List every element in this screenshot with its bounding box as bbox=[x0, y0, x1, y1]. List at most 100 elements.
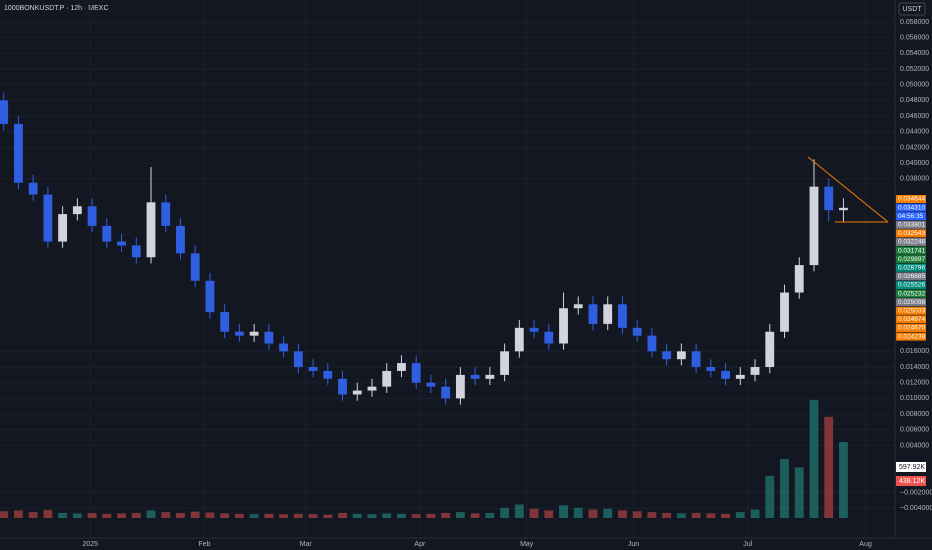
candle-body bbox=[573, 304, 583, 309]
x-tick-label: Mar bbox=[300, 541, 313, 548]
candle-body bbox=[500, 351, 510, 375]
candle-body bbox=[411, 363, 421, 383]
candle-body bbox=[323, 370, 333, 379]
y-tick-label: 0.050000 bbox=[900, 82, 929, 89]
price-label-box bbox=[896, 263, 926, 272]
y-tick-label: 0.048000 bbox=[900, 97, 929, 104]
candle-body bbox=[765, 331, 775, 368]
volume-bar bbox=[721, 513, 730, 518]
price-label: 0.026885 bbox=[898, 273, 925, 280]
candle-body bbox=[662, 351, 672, 360]
volume-bar bbox=[58, 512, 68, 518]
volume-bar bbox=[131, 512, 141, 518]
y-tick-label: 0.014000 bbox=[900, 364, 929, 371]
plot bbox=[0, 92, 848, 518]
volume-bar bbox=[117, 513, 126, 518]
candle-body bbox=[279, 343, 289, 352]
price-label-box bbox=[896, 272, 926, 281]
triangle-line bbox=[807, 156, 889, 223]
y-tick-label: 0.016000 bbox=[900, 348, 929, 355]
volume-bar bbox=[190, 511, 200, 518]
candle-body bbox=[234, 331, 244, 336]
volume-bar bbox=[308, 514, 318, 518]
x-tick-label: May bbox=[520, 541, 534, 548]
candle-body bbox=[308, 367, 318, 371]
y-tick-label: 0.056000 bbox=[900, 34, 929, 41]
candle-body bbox=[43, 194, 53, 242]
volume-bar bbox=[411, 514, 421, 518]
candle-body bbox=[382, 370, 392, 387]
candle-body bbox=[794, 265, 804, 293]
price-label-box bbox=[896, 298, 926, 307]
candle-body bbox=[603, 304, 613, 324]
candle-body bbox=[691, 351, 701, 368]
volume-bar bbox=[264, 513, 274, 518]
currency-box[interactable] bbox=[898, 2, 926, 16]
price-label-box bbox=[896, 238, 926, 246]
volume-bar bbox=[809, 399, 819, 518]
volume-bar bbox=[279, 514, 289, 518]
price-label-box bbox=[896, 315, 926, 324]
price-label: 0.025033 bbox=[898, 308, 925, 315]
price-label: 0.031741 bbox=[898, 247, 925, 254]
price-label: 0.034644 bbox=[898, 196, 925, 203]
candle-body bbox=[264, 331, 274, 344]
candle-body bbox=[647, 335, 657, 352]
volume-label-box bbox=[896, 462, 926, 472]
price-label-box bbox=[896, 203, 926, 212]
y-tick-label: 0.054000 bbox=[900, 50, 929, 57]
price-label: 0.024239 bbox=[898, 333, 925, 340]
candle-body bbox=[72, 206, 82, 215]
candle-body bbox=[632, 327, 642, 336]
candle-body bbox=[809, 186, 819, 266]
volume-bar bbox=[72, 513, 82, 518]
price-label-box bbox=[896, 229, 926, 238]
volume-bar bbox=[455, 512, 465, 518]
y-tick-label: 0.004000 bbox=[900, 442, 929, 449]
price-label: 0.032248 bbox=[898, 239, 925, 246]
candle-body bbox=[161, 202, 171, 226]
volume-bar bbox=[824, 416, 834, 518]
volume-bar bbox=[161, 512, 171, 518]
price-label: 0.029897 bbox=[898, 256, 925, 263]
volume-bar bbox=[691, 512, 701, 518]
x-tick-label: Jun bbox=[628, 541, 639, 548]
candle-body bbox=[87, 206, 97, 226]
volume-bar bbox=[352, 513, 362, 518]
y-tick-label: 0.044000 bbox=[900, 129, 929, 136]
chart-title: 1000BONKUSDT.P · 12h · MEXC bbox=[4, 5, 109, 12]
volume-label: 597.92K bbox=[899, 464, 925, 471]
y-tick-label: 0.042000 bbox=[900, 144, 929, 151]
volume-bar bbox=[514, 504, 524, 518]
x-tick-label: Jul bbox=[743, 541, 752, 548]
candle-body bbox=[249, 331, 259, 336]
volume-bar bbox=[87, 512, 97, 518]
candle-body bbox=[131, 245, 141, 258]
volume-bar bbox=[426, 513, 436, 518]
price-label-box bbox=[896, 246, 926, 255]
volume-bar bbox=[205, 512, 215, 518]
candle-body bbox=[706, 367, 716, 371]
volume-bar bbox=[735, 512, 745, 518]
candle-body bbox=[618, 304, 627, 328]
candle-body bbox=[220, 312, 230, 332]
candle-body bbox=[205, 280, 215, 313]
candle-body bbox=[735, 374, 745, 379]
volume-bar bbox=[234, 513, 244, 518]
price-label-box bbox=[896, 306, 926, 315]
y-tick-label: 0.052000 bbox=[900, 66, 929, 73]
volume-label: 438.12K bbox=[899, 478, 925, 485]
currency[interactable]: USDT bbox=[902, 6, 922, 13]
candle-body bbox=[676, 351, 686, 360]
volume-bar bbox=[618, 510, 627, 518]
candle-body bbox=[0, 100, 9, 124]
y-tick-label: 0.010000 bbox=[900, 395, 929, 402]
price-label: 0.032543 bbox=[898, 230, 925, 237]
candle-body bbox=[824, 186, 834, 211]
candle-body bbox=[146, 202, 156, 258]
candle-body bbox=[102, 225, 112, 242]
candle-body bbox=[485, 374, 495, 379]
y-tick-label: 0.046000 bbox=[900, 113, 929, 120]
